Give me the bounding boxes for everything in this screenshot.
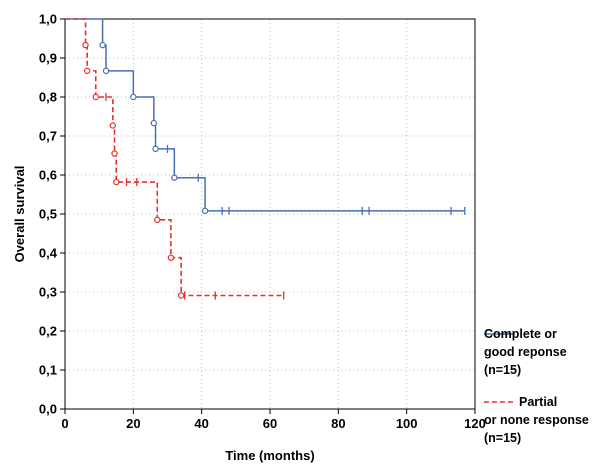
x-tick-label: 80 [331,416,345,431]
event-point-partial [111,150,118,157]
y-tick-label: 0,8 [39,90,57,105]
x-tick-label: 40 [194,416,208,431]
legend-label-line: good reponse [484,345,567,359]
y-tick-label: 0,0 [39,402,57,417]
legend-label-partial: Partial or none response (n=15) [484,395,589,445]
ticks-layer: 0 20 40 60 80 100 120 0,0 0,1 0,2 0,3 0,4 0,5 0,6 0,7 0… [39,12,486,432]
event-point-complete [171,174,178,181]
legend-item-complete: Complete or good reponse (n=15) [484,327,567,377]
event-point-partial [167,254,175,261]
x-axis-title: Time (months) [225,448,314,463]
event-point-partial [154,216,161,224]
legend-label-line: (n=15) [484,363,521,377]
y-tick-label: 0,5 [39,207,57,222]
legend-label-line: Partial [519,395,557,409]
y-tick-label: 0,7 [39,129,57,144]
x-tick-label: 120 [464,416,486,431]
event-point-partial [113,178,120,186]
event-point-complete [152,145,159,153]
x-tick-label: 20 [126,416,140,431]
grid-layer [65,19,475,409]
event-point-partial [177,292,185,299]
survival-line-partial [65,18,284,297]
x-tick-label: 60 [263,416,277,431]
y-tick-label: 0,9 [39,51,57,66]
y-tick-label: 0,4 [39,246,58,261]
y-axis-title: Overall survival [12,166,27,263]
y-tick-label: 0,1 [39,363,57,378]
survival-line-complete [65,18,465,212]
series-complete [65,18,466,215]
legend-label-complete: Complete or good reponse (n=15) [484,327,567,377]
legend-label-line: Complete or [484,327,557,341]
x-tick-label: 100 [396,416,418,431]
event-point-complete [102,67,110,75]
event-point-partial [82,41,89,49]
y-tick-label: 1,0 [39,12,57,27]
y-tick-label: 0,2 [39,324,57,339]
event-point-complete [99,41,106,49]
y-tick-label: 0,3 [39,285,57,300]
event-point-complete [130,93,137,101]
event-point-complete [201,207,209,215]
series-layer [65,18,466,300]
legend-label-line: or none response [484,413,589,427]
legend-item-partial: Partial or none response (n=15) [484,395,589,445]
event-point-partial [109,122,117,129]
x-tick-label: 0 [61,416,68,431]
event-point-partial [84,67,91,75]
y-tick-label: 0,6 [39,168,57,183]
legend-label-line: (n=15) [484,431,521,445]
event-point-partial [92,93,99,101]
legend: Complete or good reponse (n=15) Partial or n… [484,327,589,445]
series-partial [65,18,285,300]
event-point-complete [150,119,158,127]
